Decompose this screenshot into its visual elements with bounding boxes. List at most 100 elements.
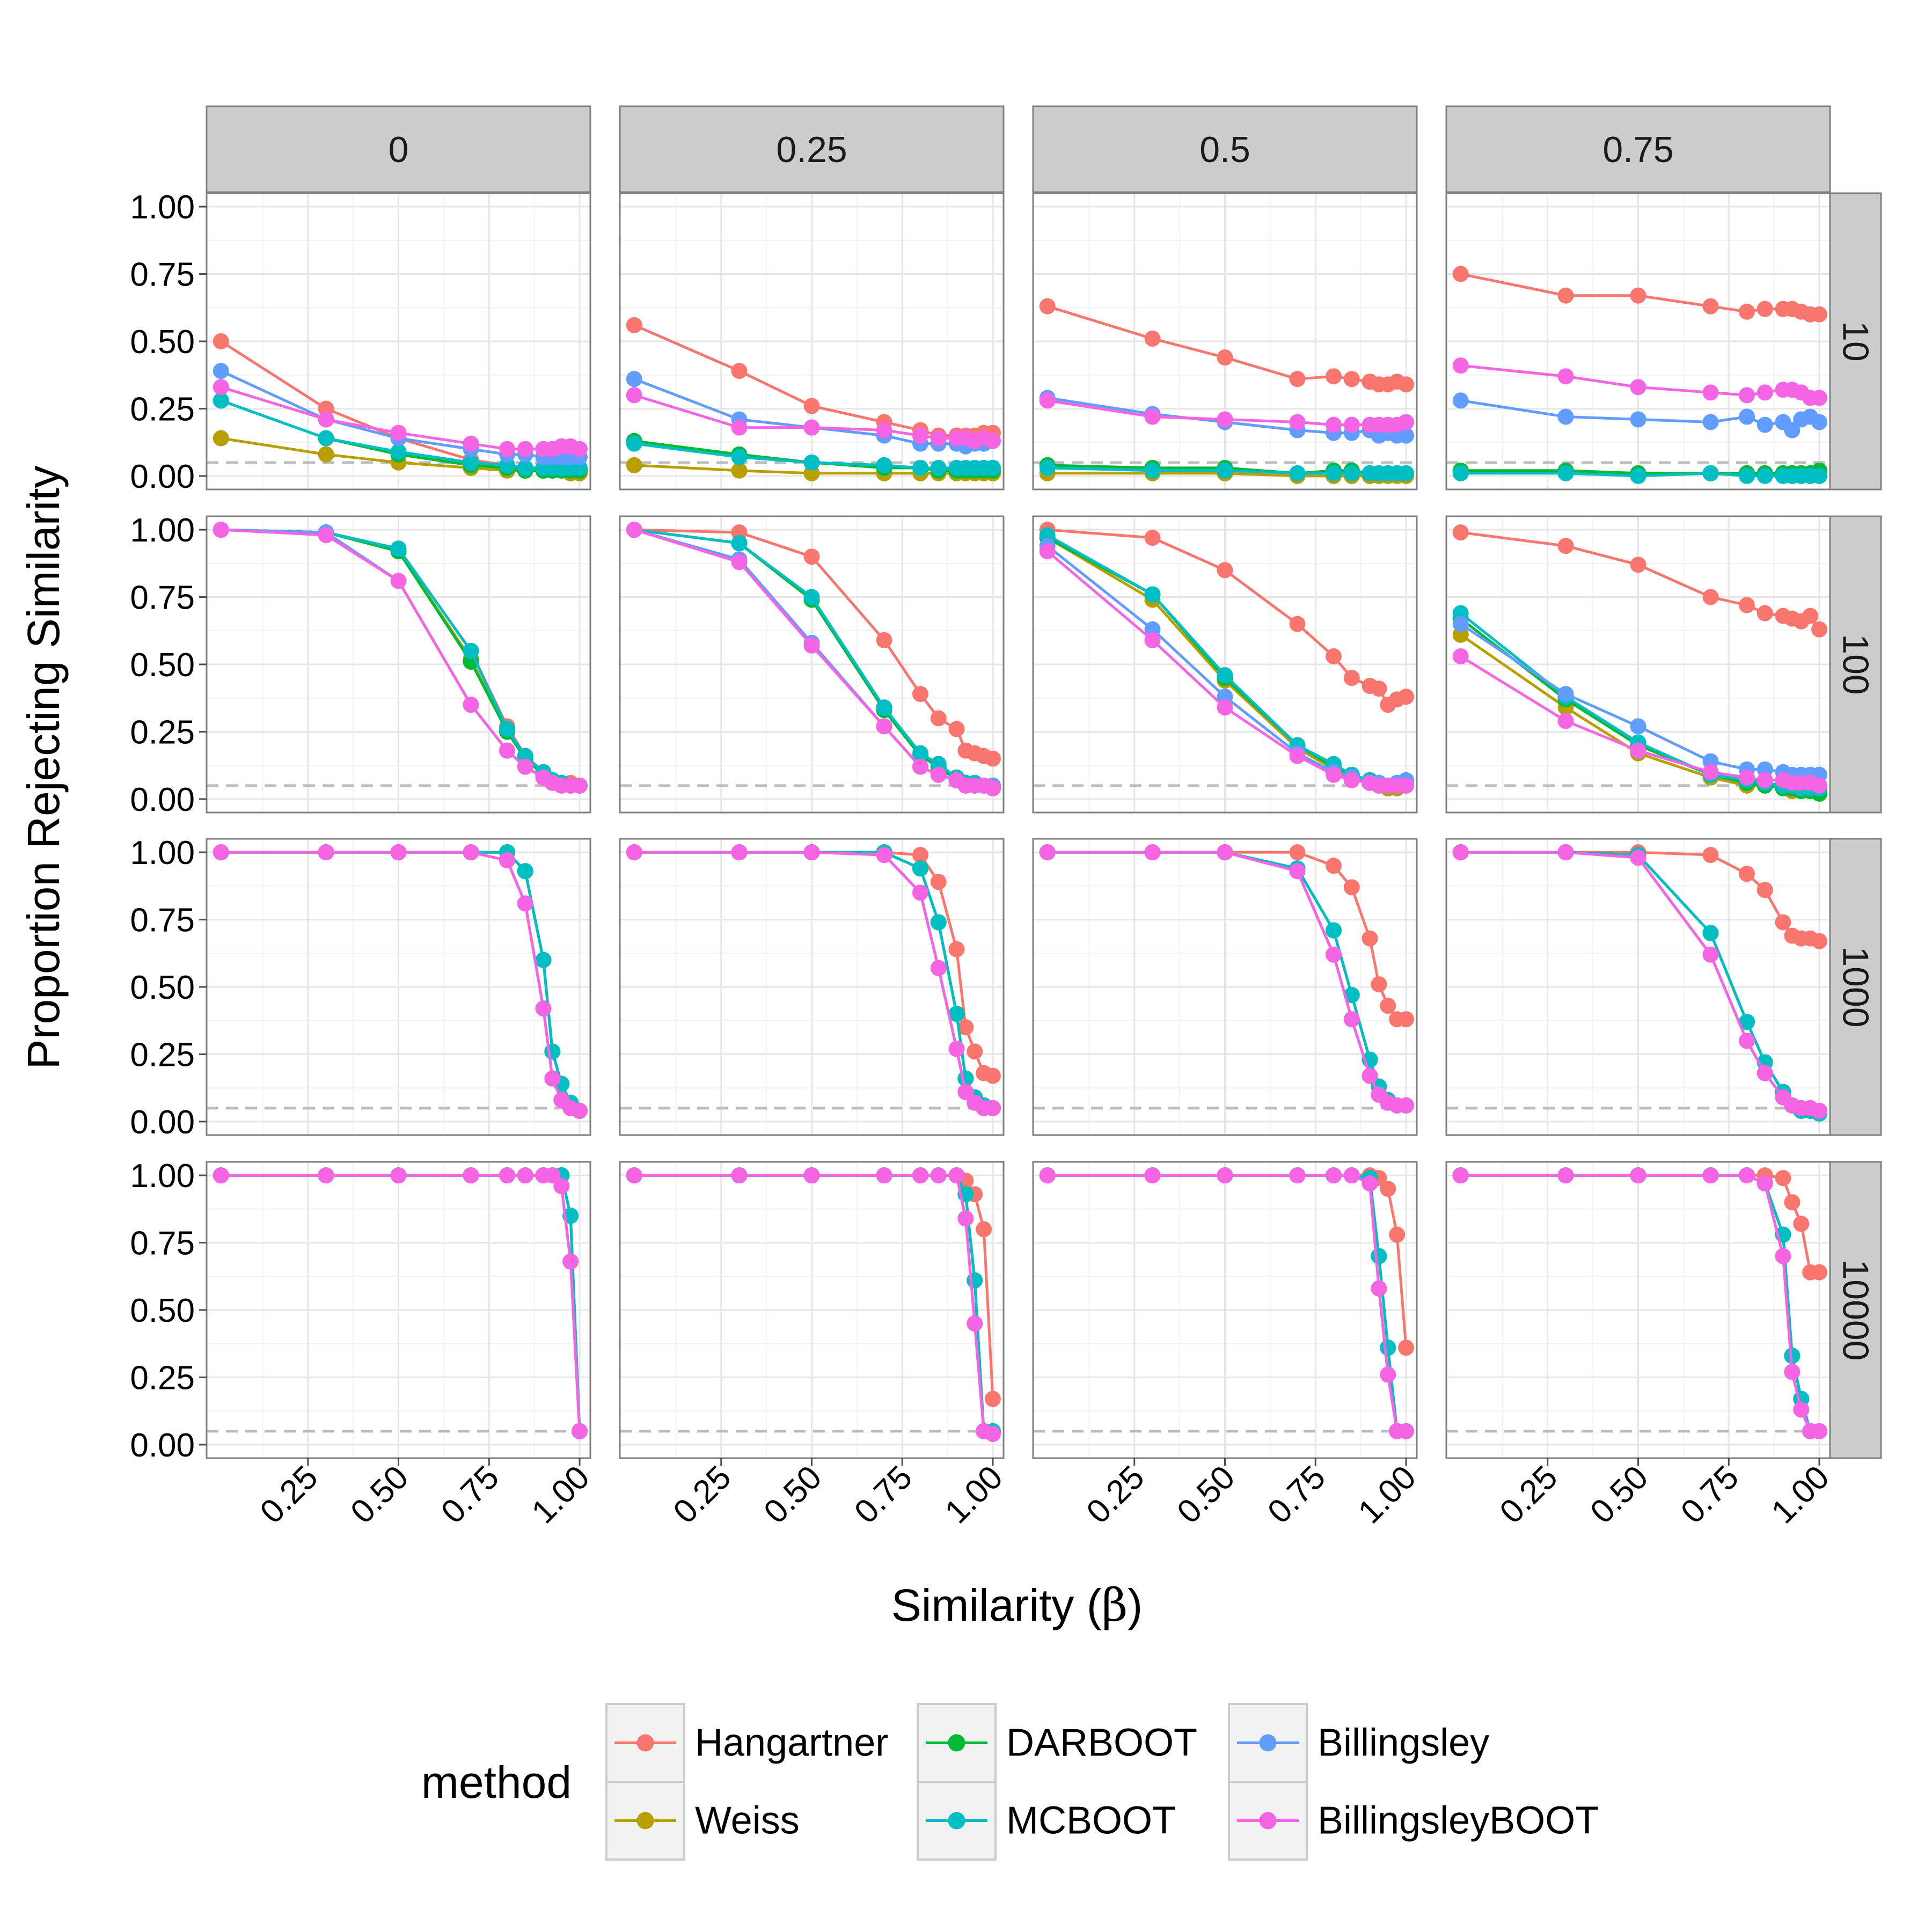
data-point-mcboot [912, 860, 928, 877]
panel-r2-c2 [1032, 838, 1418, 1136]
data-point-hangartner [1630, 557, 1646, 573]
data-point-billingsleyboot [1289, 863, 1306, 880]
data-point-billingsleyboot [876, 422, 892, 438]
facet-strip-row-label: 10000 [1835, 1259, 1876, 1360]
facet-strip-row [1829, 1161, 1882, 1459]
data-point-mcboot [544, 1043, 561, 1060]
data-point-billingsleyboot [1144, 1167, 1161, 1184]
panel-r0-c0: 0 0.00 0.25 0.50 0.75 1.00 [130, 105, 591, 495]
data-point-billingsleyboot [985, 1425, 1001, 1442]
data-point-billingsleyboot [1739, 1167, 1755, 1184]
data-point-hangartner [1452, 524, 1469, 541]
data-point-billingsleyboot [562, 1253, 579, 1270]
data-point-billingsleyboot [1362, 1067, 1378, 1084]
data-point-billingsleyboot [1630, 1167, 1646, 1184]
data-point-hangartner [1793, 1216, 1810, 1232]
data-point-hangartner [1784, 1194, 1801, 1211]
data-point-hangartner [1802, 608, 1819, 624]
data-point-hangartner [1289, 844, 1306, 861]
data-point-billingsleyboot [535, 1000, 552, 1017]
data-point-billingsleyboot [1326, 766, 1342, 783]
data-point-billingsley [213, 363, 229, 379]
data-point-billingsleyboot [1217, 699, 1233, 716]
data-point-billingsleyboot [731, 419, 748, 436]
data-point-hangartner [1398, 1011, 1414, 1028]
facet-strip-column-label: 0.25 [776, 129, 847, 170]
data-point-billingsleyboot [876, 718, 892, 735]
data-point-hangartner [1757, 882, 1773, 898]
data-point-billingsley [1739, 408, 1755, 425]
panel-r0-c1: 0.25 [619, 105, 1005, 491]
data-point-billingsleyboot [1775, 1248, 1791, 1264]
data-point-billingsleyboot [544, 1167, 561, 1184]
panel-r1-c2 [1032, 515, 1418, 814]
data-point-billingsleyboot [1811, 1423, 1827, 1439]
data-point-hangartner [1739, 597, 1755, 613]
data-point-billingsleyboot [1630, 379, 1646, 396]
facet-strip-row-label: 1000 [1835, 946, 1876, 1027]
data-point-billingsleyboot [803, 1167, 820, 1184]
data-point-billingsley [1630, 411, 1646, 428]
data-point-hangartner [930, 874, 947, 890]
legend-label: MCBOOT [1006, 1799, 1176, 1842]
data-point-hangartner [912, 686, 928, 702]
y-tick-label: 0.00 [130, 781, 195, 818]
facet-strip-column-label: 0 [389, 129, 409, 170]
data-point-billingsleyboot [572, 777, 588, 794]
y-tick-label: 0.50 [130, 647, 195, 684]
data-point-billingsleyboot [1144, 844, 1161, 861]
data-point-hangartner [803, 398, 820, 414]
data-point-mcboot [1739, 1014, 1755, 1030]
data-point-hangartner [1343, 879, 1360, 896]
data-point-billingsleyboot [1144, 408, 1161, 425]
data-point-billingsley [1784, 422, 1801, 438]
legend-item-hangartner: Hangartner [605, 1703, 888, 1783]
data-point-billingsleyboot [1702, 384, 1719, 401]
data-point-hangartner [1217, 349, 1233, 366]
data-point-billingsleyboot [1757, 384, 1773, 401]
data-point-hangartner [948, 721, 965, 737]
y-tick-label: 0.50 [130, 969, 195, 1006]
data-point-billingsleyboot [318, 411, 334, 428]
data-point-billingsley [1557, 686, 1574, 702]
data-point-hangartner [1371, 976, 1387, 992]
data-point-billingsley [626, 371, 642, 387]
data-point-billingsleyboot [803, 419, 820, 436]
data-point-mcboot [1557, 465, 1574, 481]
data-point-billingsleyboot [213, 379, 229, 396]
data-point-hangartner [731, 363, 748, 379]
data-point-mcboot [1702, 925, 1719, 941]
data-point-weiss [318, 446, 334, 463]
data-point-mcboot [1452, 465, 1469, 481]
data-point-hangartner [1343, 371, 1360, 387]
data-point-billingsleyboot [1217, 411, 1233, 428]
data-point-mcboot [626, 435, 642, 452]
data-point-mcboot [390, 443, 407, 460]
legend-label: BillingsleyBOOT [1318, 1799, 1599, 1842]
facet-strip-row [1829, 192, 1882, 491]
data-point-hangartner [1630, 287, 1646, 304]
data-point-billingsleyboot [1757, 772, 1773, 788]
data-point-billingsleyboot [517, 1167, 533, 1184]
data-point-billingsleyboot [1398, 414, 1414, 430]
data-point-hangartner [1557, 287, 1574, 304]
data-point-mcboot [930, 914, 947, 931]
data-point-billingsley [1757, 416, 1773, 433]
data-point-billingsleyboot [318, 527, 334, 544]
data-point-billingsleyboot [1811, 1102, 1827, 1119]
data-point-mcboot [517, 863, 533, 880]
data-point-billingsleyboot [1630, 742, 1646, 759]
data-point-hangartner [948, 941, 965, 957]
panel-border [619, 515, 1005, 814]
data-point-hangartner [1811, 933, 1827, 949]
data-point-billingsleyboot [1289, 414, 1306, 430]
data-point-mcboot [731, 449, 748, 465]
data-point-billingsleyboot [1039, 392, 1056, 409]
data-point-hangartner [1702, 298, 1719, 314]
data-point-billingsleyboot [318, 1167, 334, 1184]
data-point-mcboot [1398, 465, 1414, 481]
y-tick-label: 0.00 [130, 458, 195, 495]
data-point-mcboot [912, 745, 928, 762]
data-point-billingsleyboot [1371, 1280, 1387, 1297]
data-point-billingsleyboot [1039, 543, 1056, 560]
